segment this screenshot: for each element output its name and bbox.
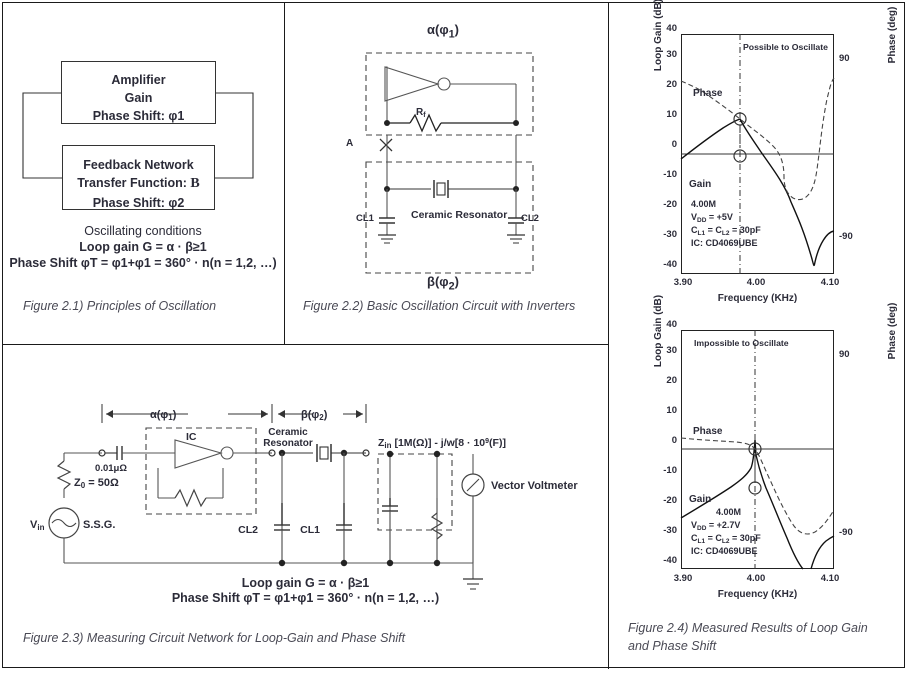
svg-text:CL2: CL2	[238, 524, 258, 536]
svg-text:Vector Voltmeter: Vector Voltmeter	[491, 480, 578, 492]
svg-text:0.01μΩ: 0.01μΩ	[95, 463, 127, 474]
svg-text:CL1 = CL2 = 30pF: CL1 = CL2 = 30pF	[691, 225, 761, 237]
svg-text:CL1: CL1	[356, 213, 375, 224]
svg-text:CL2: CL2	[521, 213, 539, 224]
svg-text:Impossible to Oscillate: Impossible to Oscillate	[694, 338, 789, 348]
svg-text:Gain: Gain	[689, 494, 711, 505]
svg-text:A: A	[346, 138, 353, 149]
svg-text:IC: CD4069UBE: IC: CD4069UBE	[691, 546, 758, 556]
svg-text:IC: CD4069UBE: IC: CD4069UBE	[691, 238, 758, 248]
svg-text:Ceramic: Ceramic	[268, 427, 308, 438]
svg-text:Rf: Rf	[416, 107, 426, 119]
svg-text:Zin [1M(Ω)] - j/w[8 · 109(F)]: Zin [1M(Ω)] - j/w[8 · 109(F)]	[378, 437, 506, 450]
svg-text:CL1: CL1	[300, 524, 320, 536]
svg-text:VDD = +5V: VDD = +5V	[691, 212, 733, 224]
svg-text:Ceramic Resonator: Ceramic Resonator	[411, 209, 507, 221]
svg-text:Resonator: Resonator	[263, 438, 313, 449]
svg-text:Phase: Phase	[693, 88, 723, 99]
svg-text:S.S.G.: S.S.G.	[83, 519, 115, 531]
svg-text:Z0 = 50Ω: Z0 = 50Ω	[74, 477, 119, 490]
svg-text:α(φ1): α(φ1)	[150, 409, 177, 422]
svg-text:Gain: Gain	[689, 179, 711, 190]
svg-text:VDD = +2.7V: VDD = +2.7V	[691, 520, 740, 532]
svg-text:4.00M: 4.00M	[716, 507, 741, 517]
svg-text:Possible to Oscillate: Possible to Oscillate	[743, 42, 828, 52]
svg-text:CL1 = CL2 = 30pF: CL1 = CL2 = 30pF	[691, 533, 761, 545]
svg-text:Vin: Vin	[30, 519, 45, 532]
svg-text:IC: IC	[186, 431, 197, 443]
svg-text:Phase: Phase	[693, 426, 723, 437]
svg-text:β(φ2): β(φ2)	[301, 409, 328, 422]
svg-text:4.00M: 4.00M	[691, 199, 716, 209]
